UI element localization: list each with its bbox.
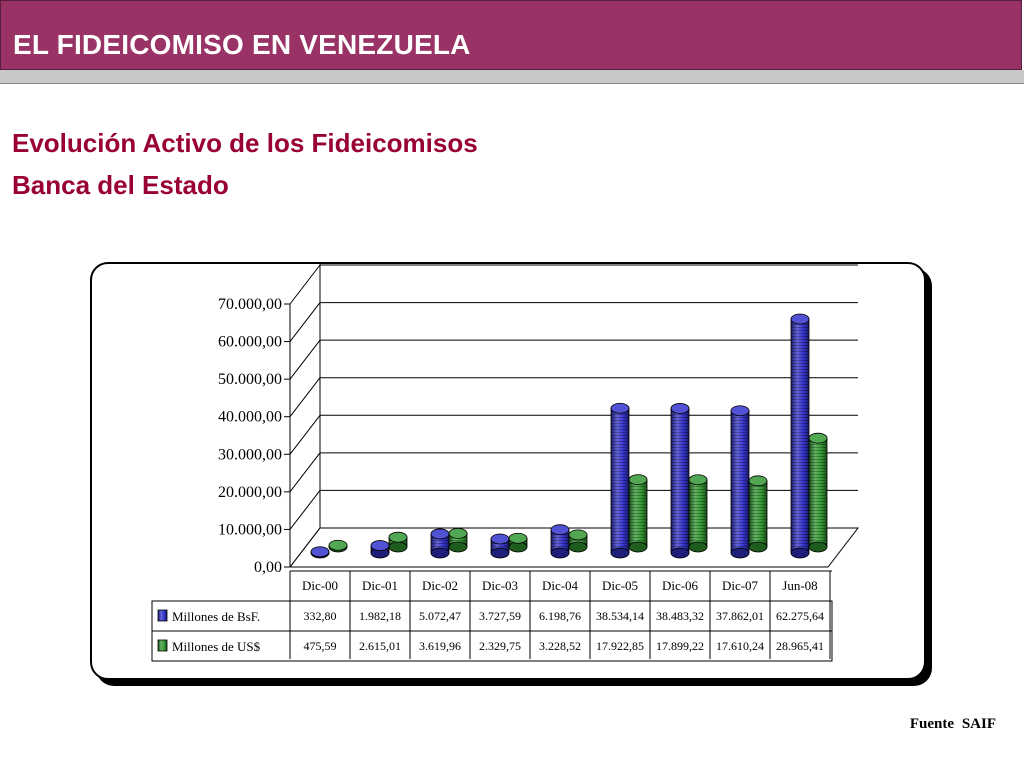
x-tick-label: Dic-05 [602, 578, 638, 593]
bar-top [610, 402, 630, 414]
data-label: 17.610,24 [716, 639, 764, 653]
x-tick-label: Jun-08 [782, 578, 817, 593]
x-tick-label: Dic-03 [482, 578, 518, 593]
bar-hatch [731, 410, 749, 553]
gridline-side [289, 414, 321, 455]
bar-base [688, 541, 708, 553]
bar-top [388, 531, 408, 543]
x-tick-label: Dic-06 [662, 578, 699, 593]
x-tick-label: Dic-02 [422, 578, 458, 593]
legend-swatch [157, 609, 168, 622]
bar-top [370, 540, 390, 551]
bar-top [628, 474, 648, 486]
bar-base [388, 541, 408, 553]
data-label: 2.615,01 [359, 639, 401, 653]
bar-base [430, 547, 450, 559]
x-tick-label: Dic-04 [542, 578, 579, 593]
bar-hatch [671, 408, 689, 553]
legend-label: Millones de BsF. [172, 609, 260, 624]
data-label: 38.534,14 [596, 609, 644, 623]
y-tick-label: 60.000,00 [218, 334, 282, 351]
x-tick-label: Dic-00 [302, 578, 338, 593]
title-bar: EL FIDEICOMISO EN VENEZUELA [0, 0, 1022, 70]
data-label: 17.899,22 [656, 639, 704, 653]
bar-top [448, 527, 468, 539]
data-label: 3.619,96 [419, 639, 461, 653]
bar-top [508, 532, 528, 544]
bar-hatch [749, 480, 767, 547]
legend-swatch [157, 639, 168, 652]
data-label: 3.727,59 [479, 609, 521, 623]
bar-top [430, 528, 450, 540]
bar-top [790, 313, 810, 325]
data-label: 28.965,41 [776, 639, 824, 653]
bar-hatch [689, 479, 707, 547]
source-label: Fuente [909, 716, 955, 732]
bar-top [490, 533, 510, 545]
gridline-side [289, 264, 321, 305]
bar-base [730, 547, 750, 559]
data-label: 17.922,85 [596, 639, 644, 653]
legend-label: Millones de US$ [172, 639, 261, 654]
bar-hatch [629, 479, 647, 547]
gridline-side [289, 302, 321, 342]
y-tick-label: 70.000,00 [218, 296, 282, 313]
gridline-side [289, 452, 321, 493]
bar-hatch [611, 408, 629, 553]
x-tick-label: Dic-07 [722, 578, 759, 593]
y-tick-label: 0,00 [254, 559, 282, 576]
bar-top [568, 529, 588, 541]
bar-base [448, 541, 468, 553]
bar-top [808, 432, 828, 444]
chart-title: Evolución Activo de los Fideicomisos [12, 128, 478, 158]
bar-top [748, 475, 768, 487]
chart-svg: 0,00 10.000,00 20.000,00 30.000,00 40.000,00… [151, 264, 860, 662]
data-label: 38.483,32 [656, 609, 704, 623]
x-tick-label: Dic-01 [362, 578, 398, 593]
bar-base [490, 547, 510, 559]
data-label: 37.862,01 [716, 609, 764, 623]
bar-base [670, 547, 690, 559]
header-divider [0, 70, 1024, 84]
bar-top [550, 524, 570, 536]
page-title: EL FIDEICOMISO EN VENEZUELA [13, 29, 471, 60]
data-label: 3.228,52 [539, 639, 581, 653]
data-label: 1.982,18 [359, 609, 401, 623]
bar-hatch [809, 438, 827, 547]
data-label: 475,59 [304, 639, 337, 653]
gridline-side [289, 377, 321, 418]
gridline-side [289, 490, 321, 530]
data-label: 2.329,75 [479, 639, 521, 653]
bar-base [550, 547, 570, 559]
bar-base [568, 541, 588, 553]
gridline-side [289, 339, 321, 380]
bar-top [328, 539, 348, 551]
y-tick-label: 40.000,00 [218, 409, 282, 426]
y-tick-label: 20.000,00 [218, 484, 282, 501]
bar-base [790, 547, 810, 559]
source-value: SAIF [961, 716, 996, 732]
data-label: 332,80 [304, 609, 337, 623]
bar-base [628, 541, 648, 553]
data-label: 6.198,76 [539, 609, 581, 623]
bar-base [610, 547, 630, 559]
bar-hatch [791, 319, 809, 553]
y-tick-label: 50.000,00 [218, 371, 282, 388]
chart-subtitle: Banca del Estado [12, 170, 229, 200]
bar-top [688, 474, 708, 486]
data-label: 62.275,64 [776, 609, 824, 623]
bar-hatch [551, 529, 569, 553]
y-tick-label: 30.000,00 [218, 446, 282, 463]
bar-top [730, 405, 750, 417]
bar-top [670, 403, 690, 414]
source-note: Fuente SAIF [906, 716, 996, 733]
chart-container: 0,00 10.000,00 20.000,00 30.000,00 40.000,00… [90, 262, 926, 680]
y-tick-label: 10.000,00 [218, 521, 282, 538]
bar-base [748, 541, 768, 553]
bar-base [808, 541, 828, 553]
data-label: 5.072,47 [419, 609, 461, 623]
bar-top [310, 546, 330, 558]
